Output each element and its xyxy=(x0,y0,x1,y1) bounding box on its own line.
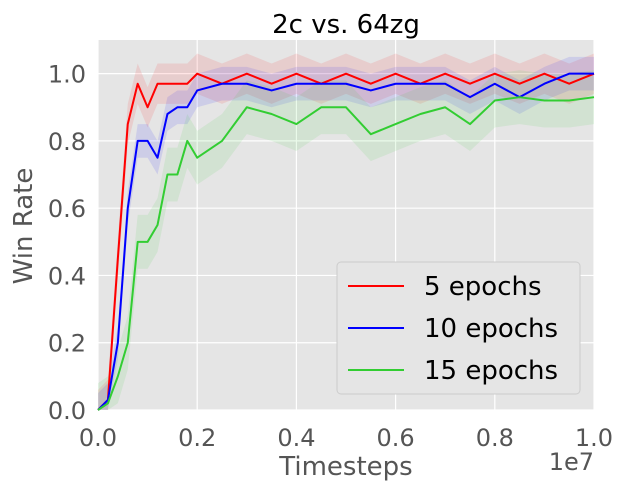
grid xyxy=(97,40,595,411)
legend: 5 epochs 10 epochs 15 epochs xyxy=(336,261,581,395)
x-axis-label: Timesteps xyxy=(278,452,412,482)
series-line xyxy=(97,96,595,411)
confidence-band xyxy=(98,53,594,411)
legend-label: 10 epochs xyxy=(424,314,558,344)
y-tick-label: 0.2 xyxy=(48,330,86,358)
series-line xyxy=(97,72,595,411)
legend-label: 15 epochs xyxy=(424,356,558,386)
legend-box xyxy=(336,261,581,395)
confidence-band xyxy=(98,70,594,410)
series-lines xyxy=(97,72,595,411)
series-line xyxy=(97,72,594,411)
x-tick-label: 0.0 xyxy=(79,424,117,452)
legend-label: 5 epochs xyxy=(424,272,542,302)
chart-title: 2c vs. 64zg xyxy=(272,10,420,40)
y-tick-label: 0.8 xyxy=(48,128,86,156)
x-offset-label: 1e7 xyxy=(549,448,594,476)
x-tick-label: 1.0 xyxy=(575,424,613,452)
x-tick-label: 0.6 xyxy=(377,424,415,452)
y-tick-label: 0.0 xyxy=(48,397,86,425)
x-tick-labels: 0.0 0.2 0.4 0.6 0.8 1.0 xyxy=(79,424,613,452)
x-tick-label: 0.2 xyxy=(178,424,216,452)
x-tick-label: 0.4 xyxy=(277,424,315,452)
confidence-bands xyxy=(98,53,594,411)
y-tick-label: 0.6 xyxy=(48,195,86,223)
x-tick-label: 0.8 xyxy=(476,424,514,452)
y-axis-label: Win Rate xyxy=(9,168,39,285)
y-tick-label: 1.0 xyxy=(48,61,86,89)
y-tick-labels: 0.0 0.2 0.4 0.6 0.8 1.0 xyxy=(48,61,86,425)
y-tick-label: 0.4 xyxy=(48,262,86,290)
confidence-band xyxy=(98,56,594,411)
